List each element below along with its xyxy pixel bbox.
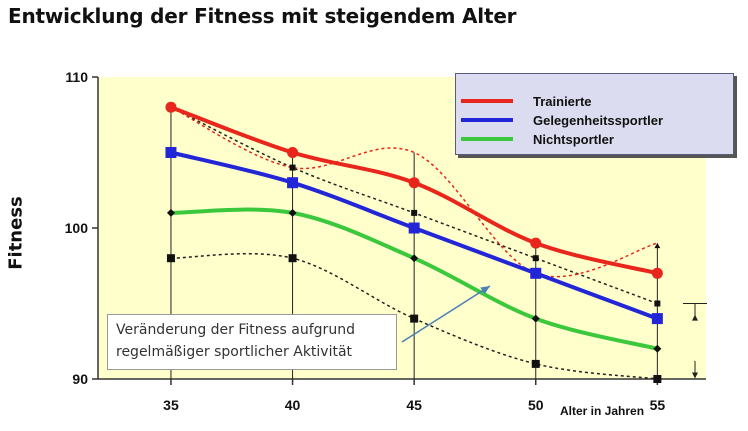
series-nichtsportler-point bbox=[288, 208, 297, 217]
series-gelegenheitssportler-point bbox=[408, 222, 420, 234]
bracket-arrow-down-head bbox=[692, 372, 698, 379]
legend-swatch-green bbox=[461, 137, 513, 141]
lower-dotted-marker bbox=[531, 359, 540, 368]
y-axis-label: Fitness bbox=[5, 196, 27, 270]
legend-label: Gelegenheitssportler bbox=[533, 112, 664, 128]
series-gelegenheitssportler-point bbox=[165, 147, 177, 158]
series-trainierte-point bbox=[165, 101, 177, 113]
series-nichtsportler-point bbox=[531, 314, 540, 323]
x-tick-label: 45 bbox=[406, 397, 422, 413]
red-dotted-line bbox=[170, 106, 658, 278]
series-trainierte-point bbox=[530, 237, 542, 249]
x-tick-label: 50 bbox=[528, 397, 544, 413]
x-tick-label: 55 bbox=[650, 397, 666, 413]
top-arrowhead bbox=[654, 243, 661, 249]
upper-dotted-marker bbox=[532, 255, 539, 262]
series-gelegenheitssportler-point bbox=[530, 267, 542, 279]
legend: Trainierte Gelegenheitssportler Nichtspo… bbox=[455, 73, 734, 155]
annotation-arrow-head bbox=[480, 286, 490, 295]
annotation-arrow-line bbox=[401, 285, 491, 343]
y-tick-label: 90 bbox=[72, 371, 88, 387]
annotation-box: Veränderung der Fitness aufgrund regelmä… bbox=[107, 314, 397, 370]
series-nichtsportler-point bbox=[653, 344, 662, 353]
series-gelegenheitssportler-point bbox=[651, 313, 663, 325]
legend-item-trainierte: Trainierte bbox=[456, 92, 592, 110]
legend-label: Trainierte bbox=[533, 93, 592, 109]
bracket-arrow-up-head bbox=[692, 314, 698, 321]
x-axis-label: Alter in Jahren bbox=[560, 404, 645, 418]
legend-swatch-red bbox=[461, 99, 513, 103]
series-trainierte-point bbox=[408, 177, 420, 189]
legend-label: Nichtsportler bbox=[533, 131, 614, 147]
series-nichtsportler-point bbox=[410, 254, 419, 263]
series-nichtsportler-point bbox=[166, 208, 175, 217]
legend-swatch-blue bbox=[461, 118, 513, 122]
series-gelegenheitssportler-point bbox=[287, 177, 299, 189]
x-tick-label: 40 bbox=[285, 397, 301, 413]
chart-title: Entwicklung der Fitness mit steigendem A… bbox=[8, 4, 517, 28]
upper-dotted-marker bbox=[654, 300, 661, 307]
y-tick-label: 100 bbox=[65, 220, 89, 236]
lower-dotted-marker bbox=[653, 375, 662, 383]
series-trainierte-point bbox=[287, 147, 299, 158]
upper-dotted-marker bbox=[289, 164, 296, 171]
lower-dotted-marker bbox=[166, 254, 175, 263]
x-tick-label: 35 bbox=[163, 397, 179, 413]
upper-dotted-marker bbox=[411, 209, 418, 216]
y-tick-label: 110 bbox=[65, 69, 88, 85]
lower-dotted-marker bbox=[410, 314, 419, 323]
lower-dotted-marker bbox=[288, 254, 297, 263]
legend-item-gelegenheitssportler: Gelegenheitssportler bbox=[456, 111, 663, 129]
legend-item-nichtsportler: Nichtsportler bbox=[456, 130, 614, 148]
series-trainierte-point bbox=[651, 267, 663, 279]
